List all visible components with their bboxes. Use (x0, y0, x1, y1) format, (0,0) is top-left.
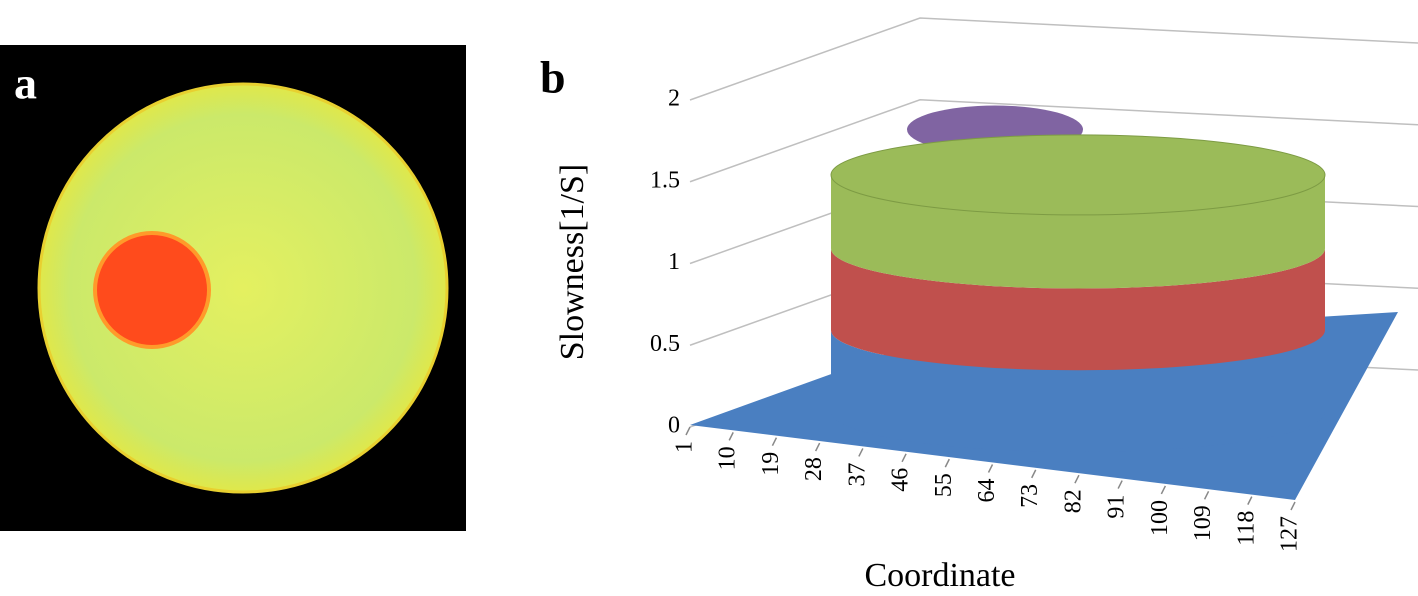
x-axis-label: Coordinate (864, 557, 1015, 594)
x-tick-label: 55 (931, 473, 957, 497)
y-axis-label: Slowness[1/S] (554, 164, 591, 360)
y-tick-label: 0.5 (650, 331, 680, 357)
inclusion (93, 231, 211, 349)
body-band (831, 174, 1326, 289)
y-tick-label: 1.5 (650, 167, 680, 193)
x-tick-label: 73 (1017, 484, 1043, 508)
y-tick-label: 1 (668, 249, 680, 275)
x-tick-label: 1 (672, 441, 698, 453)
x-tick (1247, 496, 1253, 505)
grid-line (689, 98, 1418, 183)
x-tick-label: 46 (888, 468, 914, 492)
x-tick-label: 37 (844, 462, 870, 486)
x-tick (1117, 480, 1123, 489)
x-tick-label: 127 (1277, 516, 1303, 552)
sample-disc (37, 82, 449, 494)
y-tick-label: 2 (668, 86, 680, 112)
x-tick (858, 448, 864, 457)
panel-label: a (14, 58, 37, 109)
x-tick-label: 82 (1060, 489, 1086, 513)
x-tick-label: 118 (1233, 511, 1259, 546)
x-tick-label: 109 (1190, 505, 1216, 541)
x-tick-label: 64 (974, 479, 1000, 503)
x-tick (814, 442, 821, 452)
x-tick (1074, 474, 1080, 484)
x-tick (944, 458, 950, 468)
x-tick (728, 432, 734, 441)
body-top (830, 134, 1326, 216)
x-tick (1160, 485, 1167, 495)
x-tick-label: 100 (1147, 500, 1173, 536)
x-tick (685, 426, 691, 436)
y-tick-label: 0 (668, 413, 680, 439)
x-tick (771, 437, 778, 447)
x-tick (1290, 501, 1296, 511)
x-tick-label: 19 (758, 452, 784, 476)
grid-line (689, 17, 1418, 101)
x-tick-label: 28 (801, 457, 827, 481)
x-tick-label: 91 (1104, 495, 1130, 519)
body-band (831, 248, 1326, 371)
panel-label: b (540, 52, 566, 103)
body-band (831, 330, 1325, 452)
x-tick (901, 453, 907, 463)
panel-a: a (0, 45, 466, 531)
x-tick (1203, 490, 1210, 500)
x-tick (1031, 469, 1037, 479)
x-tick-label: 10 (715, 446, 741, 470)
panel-b: 0 0.5 1 1.5 2 1 10 19 28 37 46 55 64 73 82 91 100 109 118 1… (650, 17, 1418, 552)
x-tick (987, 464, 994, 473)
